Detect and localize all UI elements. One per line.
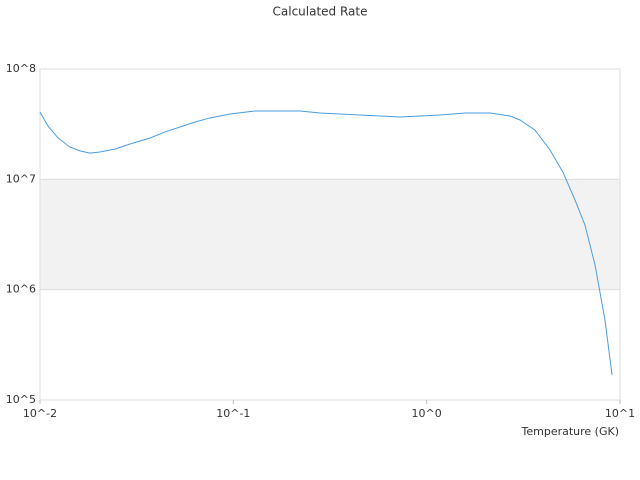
chart-title: Calculated Rate [273, 5, 368, 19]
x-tick-label: 10^0 [412, 407, 442, 420]
x-axis-label: Temperature (GK) [521, 425, 620, 438]
data-line [39, 110, 613, 376]
y-tick-label: 10^5 [6, 393, 36, 406]
y-tick-label: 10^8 [6, 62, 36, 75]
x-tick-label: 10^1 [605, 407, 635, 420]
y-tick-label: 10^7 [6, 172, 36, 185]
y-tick-label: 10^6 [6, 283, 36, 296]
x-tick-label: 10^-1 [216, 407, 250, 420]
x-tick-label: 10^-2 [23, 407, 57, 420]
grid-band [40, 179, 620, 290]
